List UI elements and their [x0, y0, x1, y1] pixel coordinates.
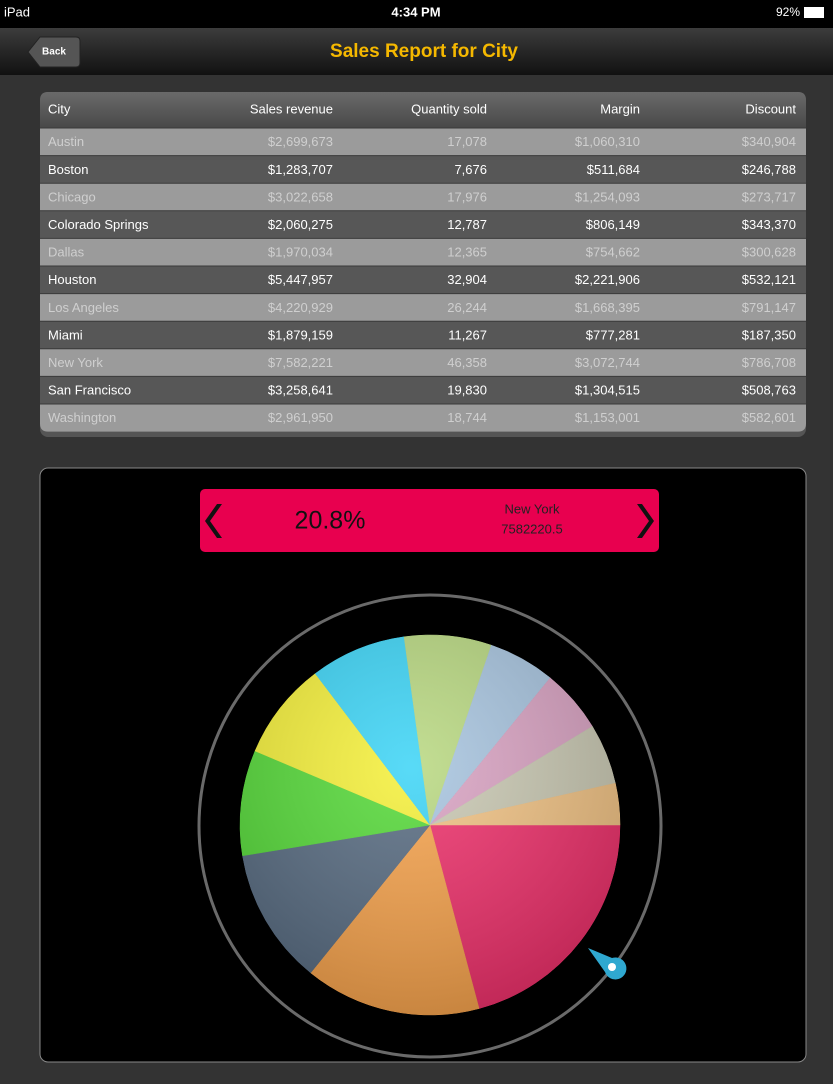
cell: 12,365	[447, 245, 487, 260]
cell: $532,121	[742, 272, 796, 287]
table-row	[40, 376, 806, 404]
cell: $5,447,957	[268, 272, 333, 287]
table-row	[40, 128, 806, 156]
selected-name: New York	[505, 501, 560, 516]
dial-knob-dot	[608, 963, 616, 971]
back-button[interactable]	[27, 36, 81, 68]
cell: $4,220,929	[268, 300, 333, 315]
table-row	[40, 321, 806, 349]
cell: 17,078	[447, 134, 487, 149]
cell: $187,350	[742, 327, 796, 342]
cell: $777,281	[586, 327, 640, 342]
cell: $754,662	[586, 245, 640, 260]
column-header: Quantity sold	[411, 101, 487, 116]
prev-arrow[interactable]	[205, 504, 222, 538]
battery-icon	[804, 7, 824, 18]
cell: $300,628	[742, 245, 796, 260]
cell: $2,699,673	[268, 134, 333, 149]
cell: Miami	[48, 327, 83, 342]
time: 4:34 PM	[391, 4, 440, 19]
cell: $246,788	[742, 162, 796, 177]
table-row	[40, 155, 806, 184]
cell: $3,022,658	[268, 189, 333, 204]
table-header	[40, 92, 806, 128]
cell: 32,904	[447, 272, 487, 287]
cell: 7,676	[454, 162, 487, 177]
cell: Austin	[48, 134, 84, 149]
dial-ring	[197, 593, 663, 1059]
cell: $1,879,159	[268, 327, 333, 342]
cell: $1,668,395	[575, 300, 640, 315]
pie	[239, 634, 621, 1016]
battery: 92%	[776, 5, 800, 19]
cell: 26,244	[447, 300, 487, 315]
nav-title: Sales Report for City	[330, 41, 518, 62]
column-header: Sales revenue	[250, 101, 333, 116]
selected-value: 7582220.5	[501, 521, 562, 536]
cell: 46,358	[447, 355, 487, 370]
cell: Washington	[48, 410, 116, 425]
table: City Sales revenue Quantity sold Margin Disc…	[40, 92, 806, 437]
cell: $7,582,221	[268, 355, 333, 370]
cell: $582,601	[742, 410, 796, 425]
table-row	[40, 404, 806, 432]
cell: $2,961,950	[268, 410, 333, 425]
table-row	[40, 238, 806, 266]
column-header: City	[48, 101, 71, 116]
back-label[interactable]: Back	[42, 47, 66, 58]
column-header: Margin	[600, 101, 640, 116]
table-row	[40, 348, 806, 377]
cell: Chicago	[48, 189, 96, 204]
table-row	[40, 183, 806, 211]
cell: Houston	[48, 272, 96, 287]
cell: Boston	[48, 162, 88, 177]
selected-percent: 20.8%	[295, 507, 366, 535]
status-bar	[0, 0, 833, 28]
cell: $2,221,906	[575, 272, 640, 287]
table-row	[40, 293, 806, 322]
cell: Los Angeles	[48, 300, 119, 315]
cell: $1,060,310	[575, 134, 640, 149]
cell: $2,060,275	[268, 217, 333, 232]
cell: $340,904	[742, 134, 796, 149]
cell: San Francisco	[48, 383, 131, 398]
cell: $1,153,001	[575, 410, 640, 425]
next-arrow[interactable]	[637, 504, 654, 538]
cell: $1,283,707	[268, 162, 333, 177]
cell: 11,267	[448, 327, 487, 342]
cell: Colorado Springs	[48, 217, 149, 232]
cell: 18,744	[447, 410, 487, 425]
cell: $1,304,515	[575, 383, 640, 398]
cell: $1,254,093	[575, 189, 640, 204]
cell: $3,072,744	[575, 355, 640, 370]
cell: $791,147	[742, 300, 796, 315]
cell: 17,976	[447, 189, 487, 204]
cell: $343,370	[742, 217, 796, 232]
device: iPad	[4, 4, 30, 19]
cell: $3,258,641	[268, 383, 333, 398]
cell: $1,970,034	[268, 245, 333, 260]
cell: $806,149	[586, 217, 640, 232]
cell: $273,717	[742, 189, 796, 204]
dial-knob[interactable]	[588, 948, 627, 980]
table-row	[40, 210, 806, 239]
cell: Dallas	[48, 245, 85, 260]
cell: $508,763	[742, 383, 796, 398]
cell: 12,787	[447, 217, 487, 232]
nav-bar	[0, 28, 833, 75]
cell: $786,708	[742, 355, 796, 370]
table-row	[40, 266, 806, 294]
selection-banner	[200, 489, 659, 552]
cell: $511,684	[587, 162, 640, 177]
cell: 19,830	[447, 383, 487, 398]
cell: New York	[48, 355, 103, 370]
column-header: Discount	[745, 101, 796, 116]
